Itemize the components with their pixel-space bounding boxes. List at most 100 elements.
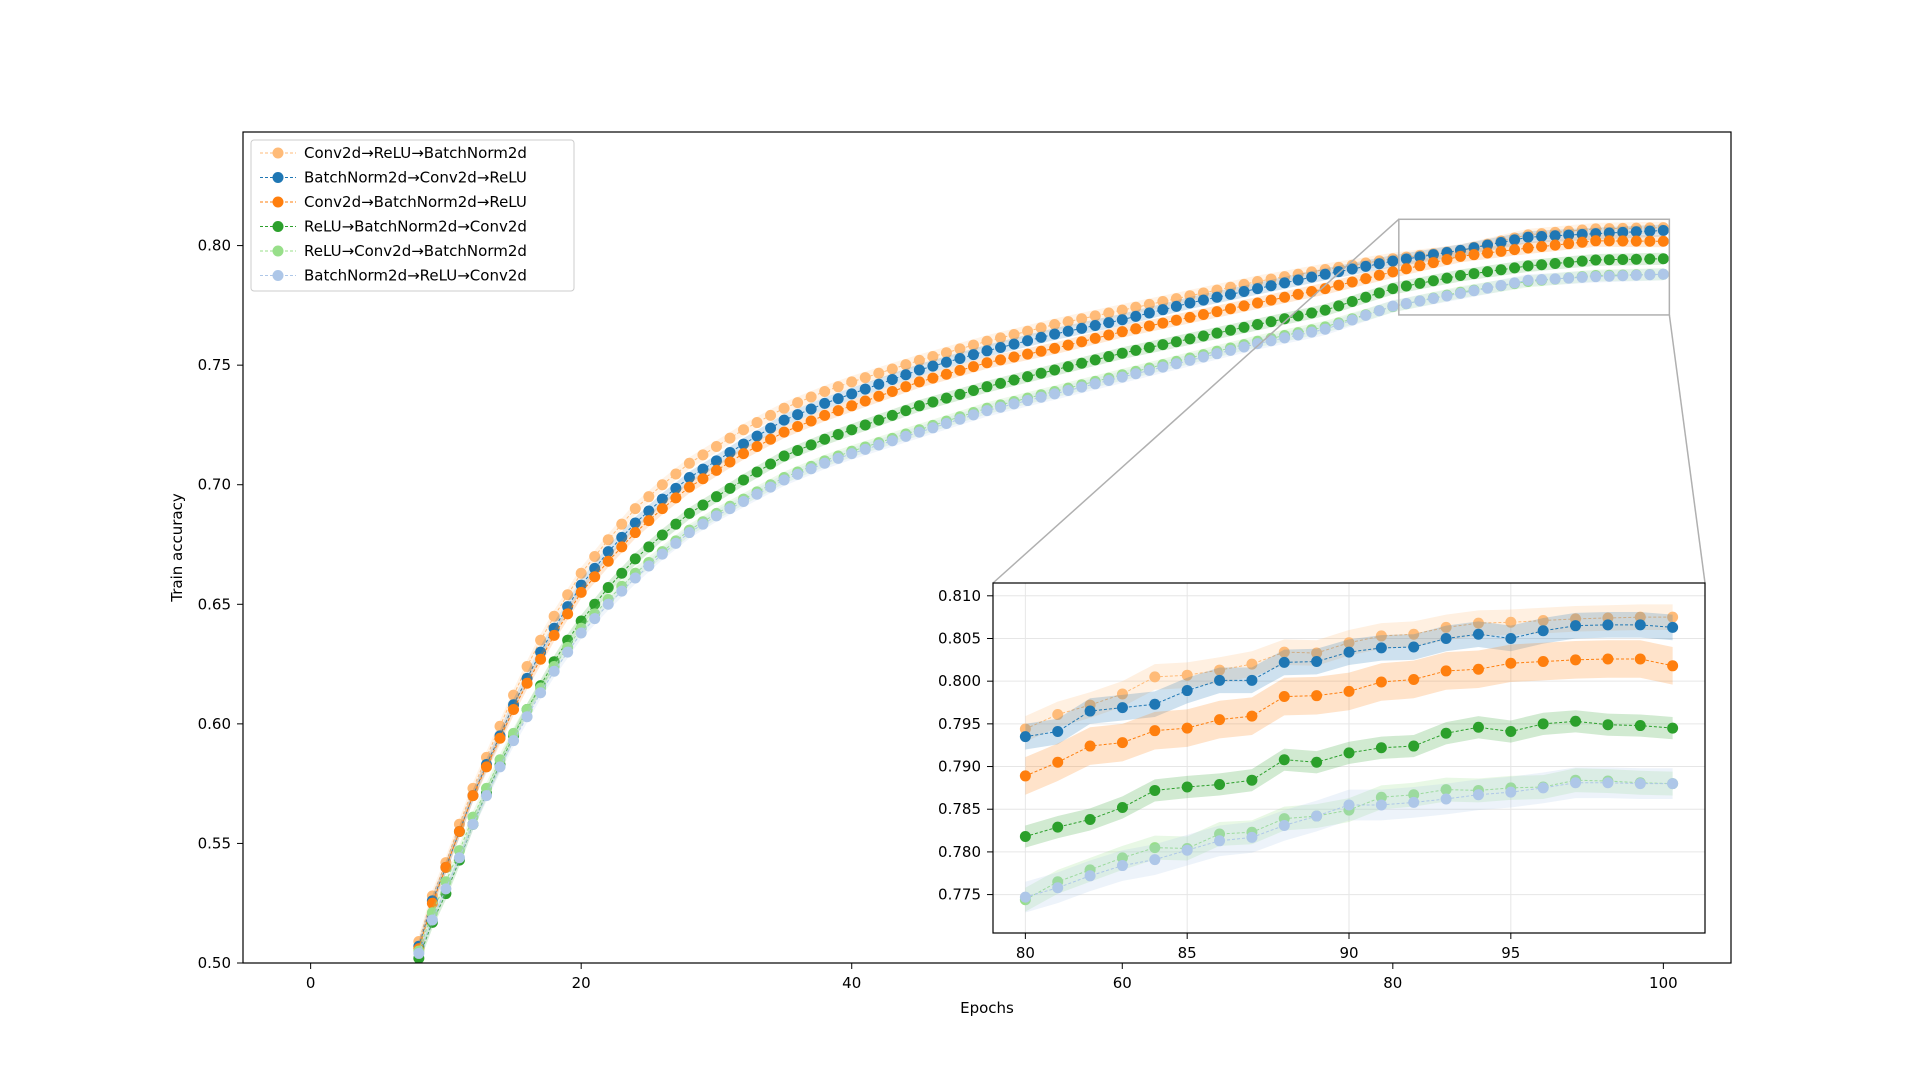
main-point [1644,235,1656,247]
main-point [535,653,547,665]
main-point [900,430,912,442]
main-point [1333,279,1345,291]
main-point [589,571,601,583]
inset-point [1116,702,1128,714]
x-tick-label: 0 [306,974,316,992]
main-axes-frame [242,131,1732,964]
main-point [751,488,763,500]
inset-point [1537,656,1549,668]
main-point [1265,294,1277,306]
main-point [1292,288,1304,300]
main-point [629,572,641,584]
main-line-3 [418,240,1664,949]
main-point [1509,244,1521,256]
main-point [508,735,520,747]
main-point [1170,358,1182,370]
inset-point [1375,791,1387,803]
main-point [1387,300,1399,312]
main-point [683,527,695,539]
main-point [967,349,979,361]
inset-point [1537,782,1549,794]
main-point [832,405,844,417]
main-point [1008,338,1020,350]
main-point [616,585,628,597]
main-point [1536,241,1548,253]
main-point [940,356,952,368]
main-point [913,400,925,412]
main-series-6 [413,268,1669,960]
main-point [1035,367,1047,379]
main-point [1509,234,1521,246]
main-point [1076,381,1088,393]
inset-point [1278,646,1290,658]
main-point [643,541,655,553]
inset-point [1311,656,1323,668]
main-point [1049,342,1061,354]
main-point [1306,307,1318,319]
inset-point [1375,799,1387,811]
x-tick-label: 80 [1383,974,1402,992]
main-point [1089,319,1101,331]
main-point [832,393,844,405]
main-point [751,440,763,452]
main-point [440,861,452,873]
main-point [995,332,1007,344]
main-point [521,711,533,723]
main-point [846,388,858,400]
inset-point [1602,653,1614,665]
main-point [738,424,750,436]
main-point [1306,271,1318,283]
main-point [562,608,574,620]
main-point [1252,283,1264,295]
inset-y-tick-label: 0.785 [938,800,981,818]
main-point [1617,253,1629,265]
inset-series-2 [1019,612,1679,750]
main-point [1630,253,1642,265]
inset-point [1019,723,1031,735]
inset-plot: 80 85 90 95 0.775 0.780 0.785 0.790 0.795 0.800 0.… [938,582,1706,962]
main-point [1576,236,1588,248]
main-point [1346,263,1358,275]
inset-point [1343,646,1355,658]
inset-point [1181,669,1193,681]
inset-y-tick-label: 0.810 [938,587,981,605]
main-point [995,354,1007,366]
y-tick-label: 0.70 [198,476,231,494]
inset-point [1634,778,1646,790]
main-point [1549,258,1561,270]
main-series-group [413,221,1669,963]
main-point [1049,319,1061,331]
main-point [1360,260,1372,272]
main-point [846,424,858,436]
inset-point [1149,842,1161,854]
main-point [859,383,871,395]
main-point [1387,266,1399,278]
inset-point [1440,665,1452,677]
inset-point [1214,835,1226,847]
inset-point [1440,632,1452,644]
main-point [1116,347,1128,359]
main-point [1089,354,1101,366]
legend-entry-5: ReLU→Conv2d→BatchNorm2d [260,242,527,260]
inset-point [1311,690,1323,702]
main-point [562,646,574,658]
main-point [1103,329,1115,341]
main-point [819,385,831,397]
main-point [940,368,952,380]
main-point [995,377,1007,389]
main-point [792,444,804,456]
main-point [1211,348,1223,360]
main-point [967,339,979,351]
main-point [1062,325,1074,337]
main-point [1319,283,1331,295]
main-point [1130,310,1142,322]
inset-point [1472,789,1484,801]
main-point [535,687,547,699]
main-point [1644,269,1656,281]
main-point [954,413,966,425]
main-point [1157,361,1169,373]
inset-x-tick-label: 90 [1339,944,1358,962]
main-point [1035,331,1047,343]
inset-point [1149,671,1161,683]
main-point [738,474,750,486]
